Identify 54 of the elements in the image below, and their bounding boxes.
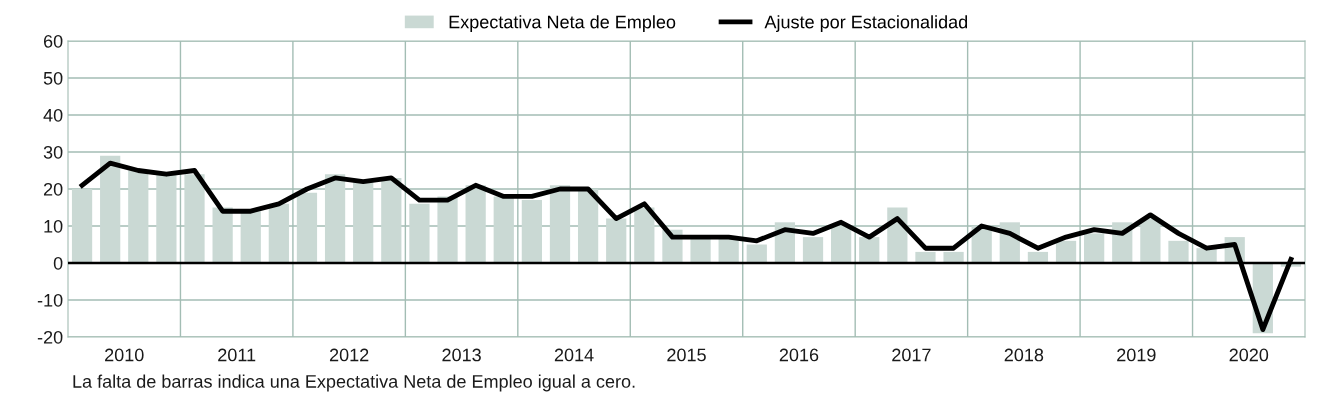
x-tick-label: 2011	[218, 348, 256, 362]
x-tick-label: 2014	[554, 348, 594, 362]
bar	[1140, 218, 1161, 263]
bar	[353, 181, 374, 263]
bar	[915, 251, 936, 263]
bar	[296, 192, 318, 263]
bar	[831, 226, 852, 263]
x-tick-label: 2010	[105, 348, 144, 362]
bar	[128, 170, 149, 263]
y-tick-label: -10	[37, 293, 63, 307]
y-tick-label: 0	[53, 256, 63, 270]
bar	[71, 189, 93, 263]
bar	[549, 185, 571, 263]
bar	[634, 207, 655, 263]
x-tick-label: 2018	[1004, 348, 1044, 362]
x-tick-label: 2019	[1117, 348, 1156, 362]
y-tick-label: -20	[37, 330, 63, 344]
bar	[493, 196, 514, 263]
bar	[268, 203, 289, 263]
x-tick-label: 2020	[1229, 348, 1269, 362]
bar	[212, 207, 233, 263]
bar	[240, 211, 261, 263]
y-tick-label: 20	[43, 182, 63, 196]
bar	[156, 174, 177, 263]
bar	[409, 203, 430, 263]
x-tick-label: 2012	[329, 348, 369, 362]
x-tick-label: 2016	[779, 348, 819, 362]
bar	[324, 174, 346, 263]
x-tick-label: 2017	[892, 348, 931, 362]
legend-label: Ajuste por Estacionalidad	[764, 15, 968, 32]
x-tick-label: 2015	[667, 348, 706, 362]
bar	[184, 174, 205, 263]
text: La falta de barras indica una Expectativa Neta de Empleo igual a cero.	[73, 374, 635, 392]
bar	[606, 218, 627, 263]
bar	[943, 251, 964, 263]
x-tick-label: 2013	[442, 348, 481, 362]
bar	[521, 200, 542, 263]
bar	[100, 155, 121, 263]
y-tick-label: 50	[43, 71, 63, 85]
bar	[746, 244, 767, 263]
y-tick-label: 10	[44, 219, 63, 233]
y-tick-label: 30	[43, 145, 63, 159]
bar	[1084, 233, 1105, 263]
y-tick-label: 60	[43, 34, 63, 48]
bar	[859, 237, 880, 263]
bar	[437, 196, 458, 263]
bar	[577, 189, 599, 263]
y-tick-label: 40	[43, 108, 63, 122]
legend-label: Expectativa Neta de Empleo	[449, 15, 676, 32]
bar	[1055, 240, 1077, 263]
bar	[465, 185, 486, 263]
bar	[1168, 240, 1189, 263]
bar	[381, 177, 402, 263]
bar	[802, 237, 824, 263]
